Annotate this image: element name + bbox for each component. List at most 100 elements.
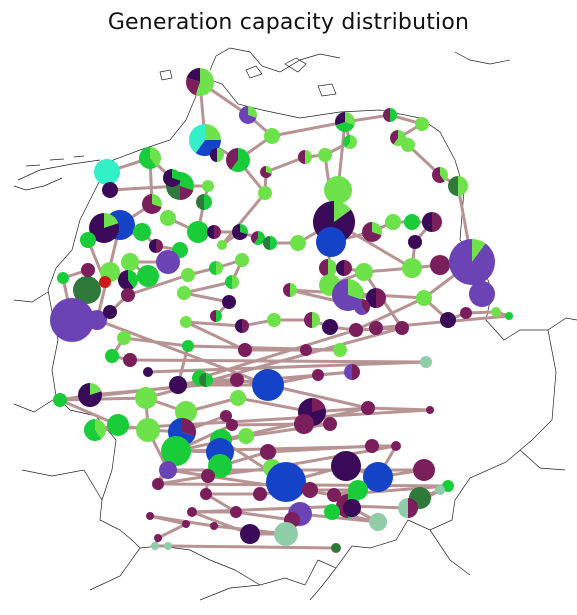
generation-pie [235, 319, 249, 333]
pie-slice-biomass [362, 222, 382, 242]
pie-slice-biomass [123, 353, 137, 367]
generation-pie [449, 239, 496, 286]
pie-slice-wind-onshore [232, 275, 239, 289]
generation-pie [143, 367, 153, 377]
generation-pie [430, 255, 450, 275]
pie-slice-solar [505, 312, 513, 320]
border-west-1 [13, 291, 49, 303]
pie-slice-biomass [238, 343, 252, 357]
pie-slice-hydro [274, 522, 298, 546]
pie-slice-wind-onshore [121, 253, 139, 271]
map-title: Generation capacity distribution [107, 10, 470, 35]
generation-pie [435, 485, 445, 495]
coast-north [17, 159, 101, 181]
generation-pie [238, 343, 252, 357]
generation-pie [141, 194, 162, 214]
generation-pie [102, 182, 118, 198]
generation-pie [161, 436, 191, 466]
pie-slice-wind-onshore [415, 117, 429, 131]
generation-pie [217, 240, 227, 250]
generation-pie [57, 272, 69, 284]
sweden-coast [454, 51, 511, 65]
generation-pie [154, 534, 162, 542]
pie-slice-wind-onshore [266, 166, 272, 174]
transmission-line [220, 191, 267, 247]
pie-slice-wind-onshore [472, 239, 486, 262]
pie-slice-solar [335, 122, 355, 132]
pie-slice-solar [253, 231, 266, 246]
pie-slice-lignite [408, 235, 422, 249]
pie-slice-lignite [207, 225, 214, 239]
pie-slice-biomass [426, 406, 434, 414]
pie-slice-solar [187, 221, 209, 243]
pie-slice-hydro [398, 498, 408, 518]
pie-slice-solar [240, 224, 249, 235]
generation-pie [160, 210, 176, 226]
pie-slice-wind-onshore [264, 128, 280, 144]
generation-pie [324, 176, 352, 204]
generation-pie [283, 283, 297, 297]
generation-pie [151, 542, 159, 550]
pie-slice-biomass [323, 417, 337, 431]
pie-slice-solar [442, 480, 454, 492]
generation-pie [420, 356, 432, 368]
generation-pie [327, 488, 341, 502]
generation-pie [53, 393, 67, 407]
generation-pie [107, 414, 129, 436]
pie-slice-wind-onshore [290, 235, 306, 251]
generation-pie [442, 480, 454, 492]
island-7 [73, 155, 85, 158]
pie-slice-wind-onshore [318, 148, 332, 162]
pie-slice-wind-onshore [152, 194, 162, 208]
generation-pie [226, 148, 250, 172]
generation-pie [187, 221, 209, 243]
generation-pie [87, 310, 107, 330]
pie-slice-nuclear [263, 236, 270, 250]
island-3 [159, 69, 173, 81]
generation-pie [105, 349, 119, 363]
pie-slice-biomass [141, 194, 162, 214]
pie-slice-biomass [260, 444, 276, 460]
pie-slice-wind-onshore [230, 390, 246, 406]
pie-slice-biomass [146, 512, 154, 520]
generation-pie [118, 270, 139, 290]
pie-slice-wind-onshore [324, 176, 352, 204]
pie-slice-biomass [312, 369, 324, 381]
generation-pie [354, 299, 370, 315]
generation-pie [260, 166, 272, 178]
generation-pie [343, 135, 357, 149]
generation-pie [208, 454, 232, 478]
generation-pie [431, 167, 448, 183]
transmission-line [156, 522, 188, 540]
pie-slice-offshore [94, 159, 120, 185]
transmission-line [190, 504, 350, 514]
generation-pie [152, 478, 164, 490]
generation-pie [163, 169, 181, 187]
pie-slice-biomass [349, 323, 363, 337]
island-2 [245, 65, 263, 79]
pie-slice-gas [363, 462, 393, 492]
generation-pie [240, 524, 260, 544]
generation-pie [264, 128, 280, 144]
pie-slice-biomass [431, 167, 445, 183]
pie-slice-solar [404, 214, 420, 230]
pie-slice-wind-onshore [267, 313, 281, 327]
generation-pie [209, 261, 223, 275]
transmission-line [298, 512, 380, 524]
pie-slice-biomass [383, 108, 390, 122]
generation-pie [226, 419, 238, 431]
pie-slice-lignite [149, 239, 156, 253]
generation-pie [333, 343, 347, 357]
generation-pie [137, 265, 159, 287]
generation-pie [505, 312, 513, 320]
pie-slice-wind-onshore [385, 214, 401, 230]
generation-pie [251, 231, 266, 246]
generation-pie [258, 186, 272, 200]
pie-slice-biomass [152, 478, 164, 490]
generation-pie [89, 213, 120, 244]
pie-slice-hydro [164, 542, 172, 550]
pie-slice-lignite [343, 499, 361, 517]
pie-slice-wind-onshore [160, 210, 176, 226]
transmission-line [184, 320, 247, 352]
pie-slice-lignite [240, 524, 260, 544]
